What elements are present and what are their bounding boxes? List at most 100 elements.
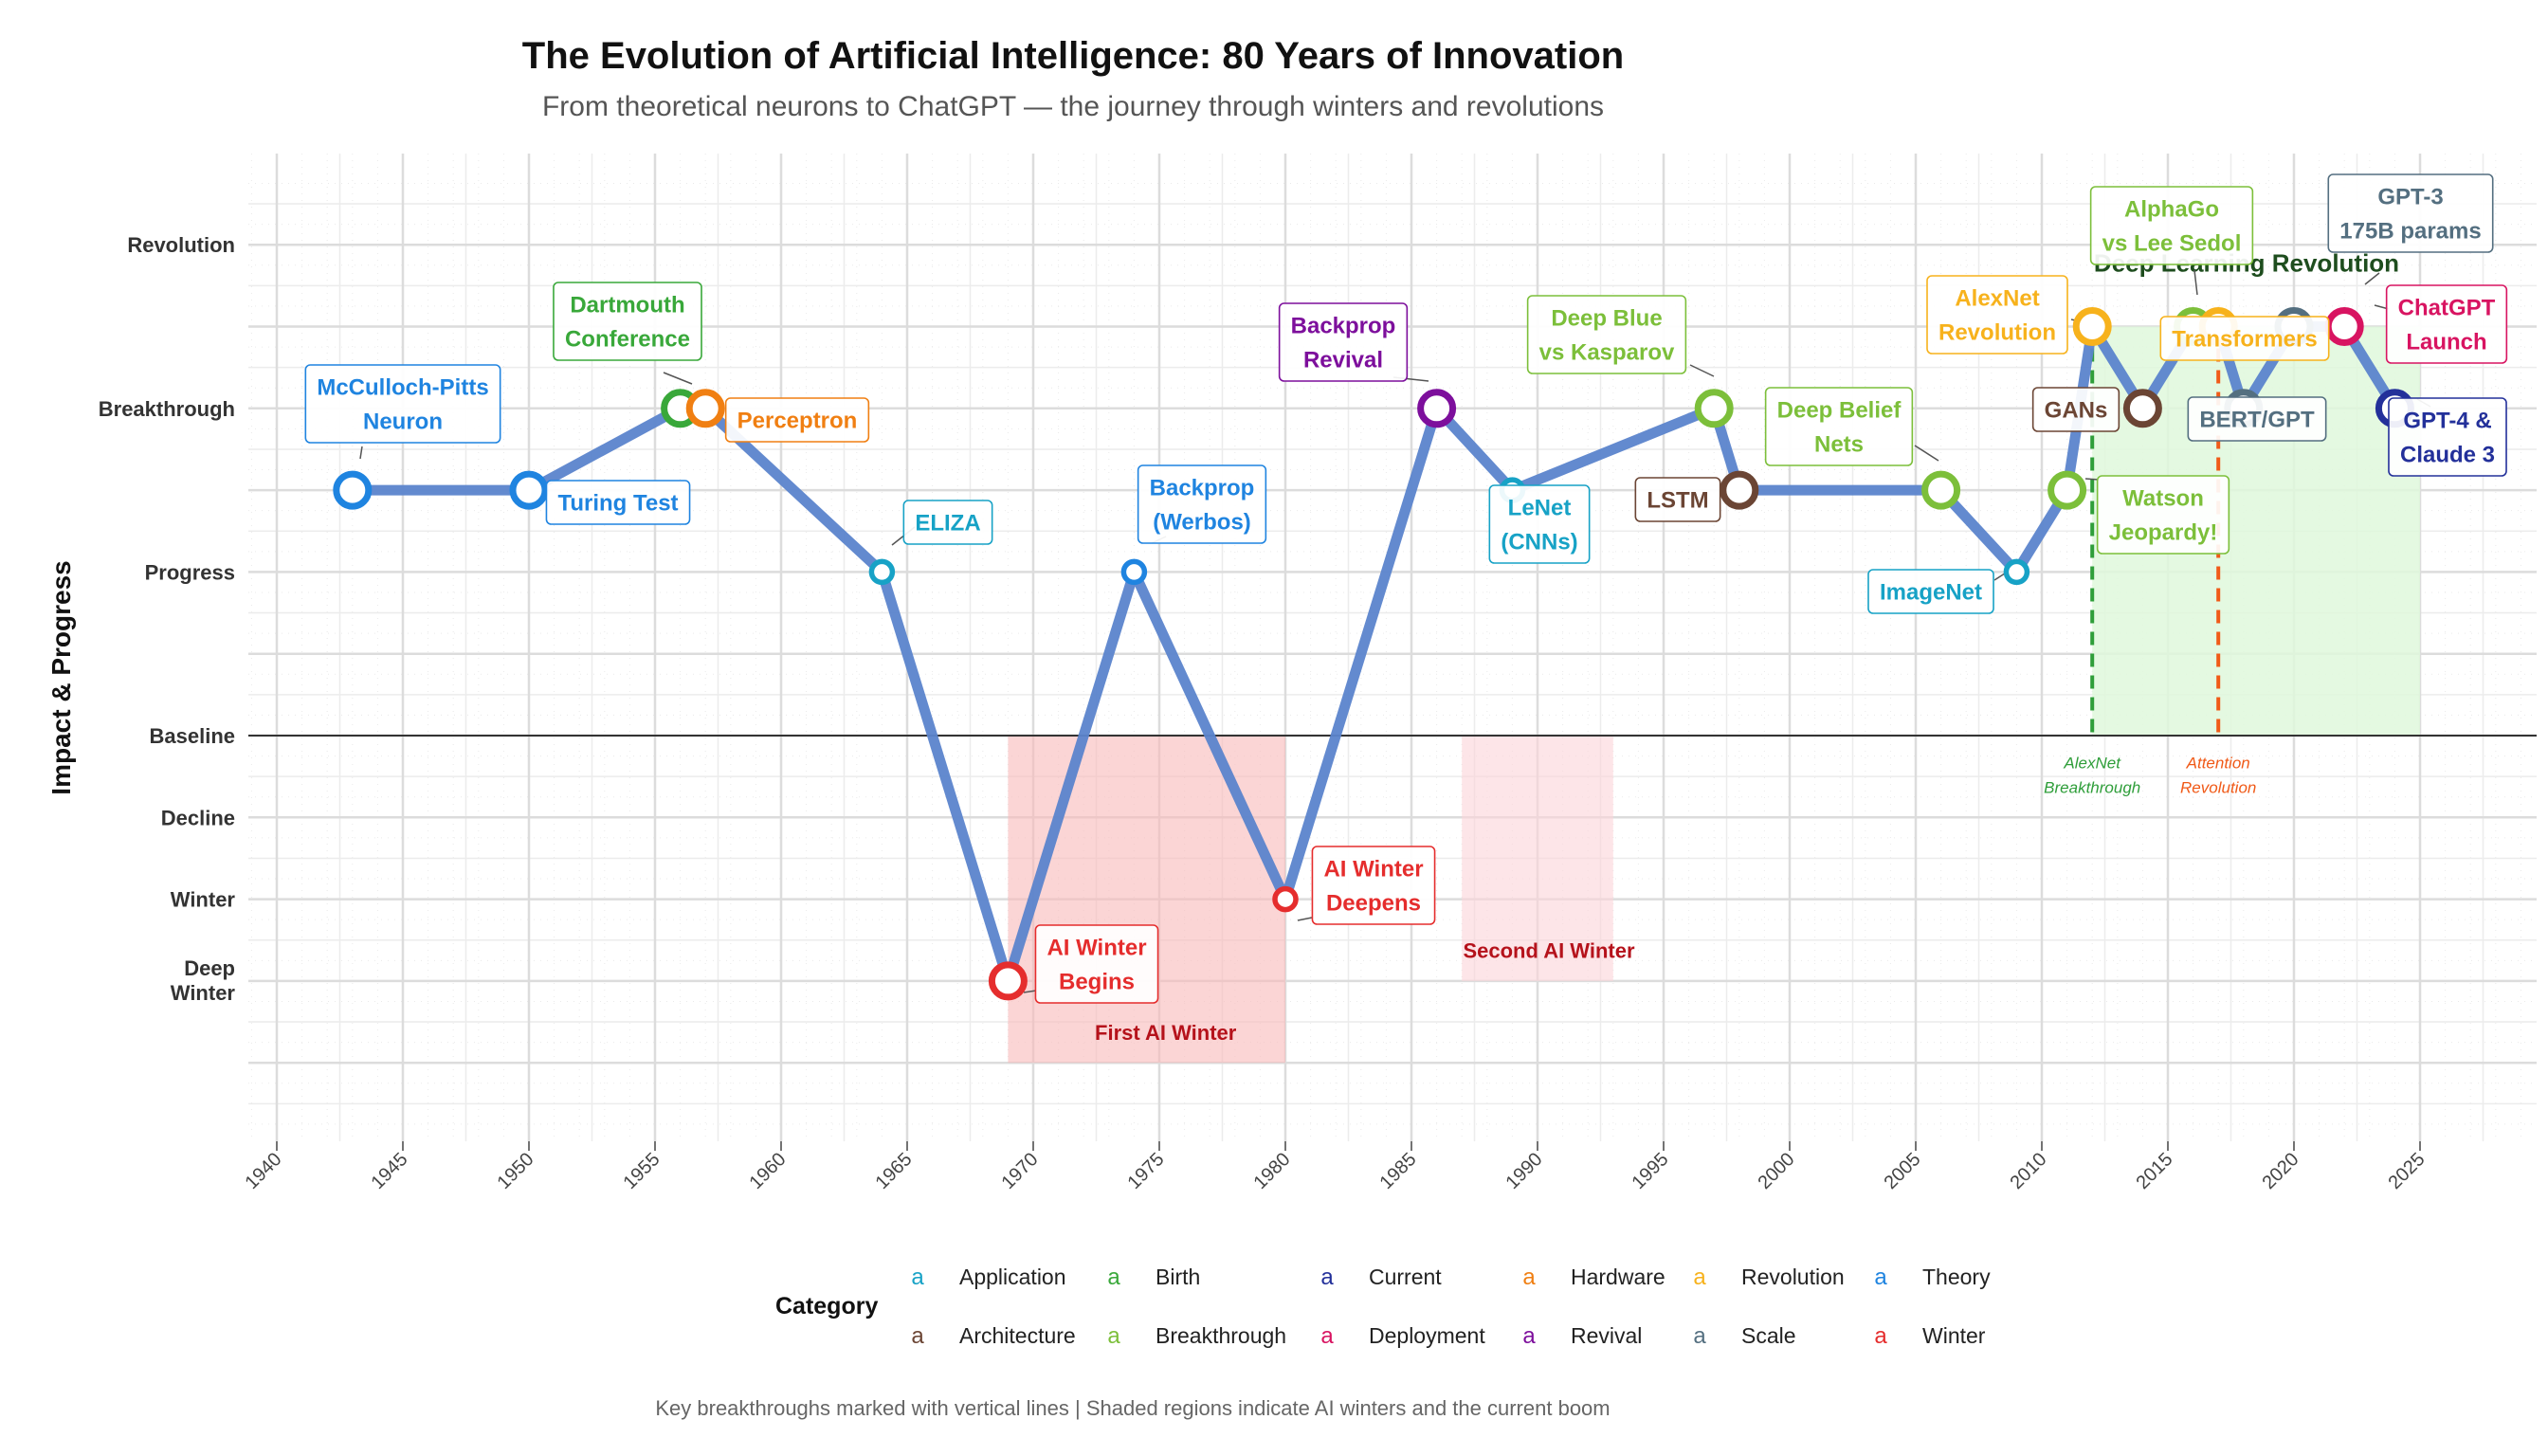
- legend-label: Scale: [1741, 1323, 1796, 1348]
- x-tick-1945: 1945: [368, 1149, 412, 1193]
- point-backprop-werbos: [1120, 558, 1148, 586]
- x-tick-1940: 1940: [242, 1149, 286, 1193]
- x-tick-1950: 1950: [494, 1149, 538, 1193]
- y-tick-progress: Progress: [145, 560, 235, 584]
- label-box: [553, 282, 702, 361]
- legend-key: a: [1320, 1323, 1334, 1349]
- label-box: [2187, 396, 2327, 442]
- label-box: [1526, 295, 1687, 374]
- label-text: McCulloch-Pitts Neuron: [317, 375, 488, 435]
- vline-label-attention-revolution: Attention Revolution: [2180, 755, 2256, 797]
- legend-label: Architecture: [959, 1323, 1076, 1348]
- connector-ai-winter-deepens: [1297, 917, 1313, 921]
- label-text: AI Winter Begins: [1046, 936, 1146, 995]
- region-label-second-ai-winter: Second AI Winter: [1463, 939, 1635, 963]
- point-chatgpt-launch: [2324, 307, 2364, 346]
- point-turing-test: [509, 470, 549, 510]
- label-box: [724, 397, 870, 443]
- label-ai-winter-begins: AI Winter Begins: [1034, 924, 1159, 1004]
- legend-label: Breakthrough: [1156, 1323, 1286, 1348]
- legend-key: a: [1693, 1265, 1706, 1290]
- legend-item-deployment: a Deployment: [1320, 1323, 1485, 1349]
- connector-deep-blue-vs-kasparov: [1689, 364, 1715, 377]
- label-box: [304, 364, 501, 444]
- legend-key: a: [1320, 1265, 1334, 1290]
- y-tick-winter: Winter: [171, 888, 236, 912]
- label-text: GPT-4 & Claude 3: [2400, 409, 2495, 468]
- label-text: AlphaGo vs Lee Sedol: [2102, 197, 2242, 257]
- label-box: [1034, 924, 1159, 1004]
- label-ai-winter-deepens: AI Winter Deepens: [1311, 846, 1436, 925]
- point-deep-blue-vs-kasparov: [1694, 389, 1734, 428]
- label-text: Transformers: [2172, 327, 2317, 353]
- label-text: Deep Blue vs Kasparov: [1539, 306, 1675, 366]
- connector-deep-belief-nets: [1914, 445, 1939, 462]
- legend-key: a: [1693, 1323, 1706, 1349]
- label-box: [2031, 387, 2120, 432]
- point-lstm: [1720, 470, 1759, 510]
- legend-item-birth: a Birth: [1107, 1265, 1200, 1290]
- label-imagenet: ImageNet: [1867, 569, 1994, 614]
- legend-label: Revolution: [1741, 1265, 1845, 1289]
- x-tick-2015: 2015: [2133, 1149, 2177, 1193]
- point-mcculloch-pitts-neuron: [333, 470, 373, 510]
- label-box: [1764, 387, 1914, 466]
- label-text: LSTM: [1647, 488, 1708, 514]
- label-alexnet-revolution: AlexNet Revolution: [1926, 275, 2068, 355]
- label-box: [1488, 484, 1591, 564]
- y-tick-breakthrough: Breakthrough: [99, 397, 235, 421]
- legend-label: Birth: [1156, 1265, 1200, 1289]
- x-tick-2020: 2020: [2259, 1149, 2303, 1193]
- label-box: [1137, 464, 1267, 544]
- label-box: [902, 500, 993, 545]
- connector-alphago-vs-lee-sedol: [2193, 269, 2198, 296]
- legend-key: a: [1107, 1265, 1120, 1290]
- label-box: [1311, 846, 1436, 925]
- legend-item-architecture: a Architecture: [911, 1323, 1075, 1349]
- label-box: [2388, 397, 2507, 477]
- region-second-ai-winter: [1462, 736, 1613, 981]
- label-text: Turing Test: [557, 491, 678, 517]
- label-text: Deep Belief Nets: [1777, 398, 1902, 458]
- legend-key: a: [1107, 1323, 1120, 1349]
- legend-key: a: [1522, 1323, 1536, 1349]
- label-dartmouth-conference: Dartmouth Conference: [553, 282, 702, 361]
- label-connectors: [359, 269, 2431, 993]
- label-gans: GANs: [2031, 387, 2120, 432]
- point-gans: [2122, 389, 2162, 428]
- x-tick-2010: 2010: [2007, 1149, 2051, 1193]
- label-backprop-werbos: Backprop (Werbos): [1137, 464, 1267, 544]
- label-gpt-3-175b-params: GPT-3 175B params: [2327, 173, 2494, 253]
- x-tick-2005: 2005: [1881, 1149, 1925, 1193]
- connector-gpt-3-175b-params: [2364, 272, 2380, 285]
- connector-watson-jeopardy: [2084, 478, 2100, 481]
- legend-key: a: [911, 1265, 924, 1290]
- label-lstm: LSTM: [1634, 477, 1721, 522]
- label-box: [1867, 569, 1994, 614]
- label-box: [2096, 475, 2230, 555]
- x-tick-1955: 1955: [620, 1149, 664, 1193]
- connector-ai-winter-begins: [1023, 990, 1037, 993]
- label-alphago-vs-lee-sedol: AlphaGo vs Lee Sedol: [2089, 186, 2254, 265]
- legend-item-scale: a Scale: [1693, 1323, 1795, 1349]
- y-tick-baseline: Baseline: [150, 724, 236, 748]
- connector-mcculloch-pitts-neuron: [359, 446, 363, 460]
- legend-item-revival: a Revival: [1522, 1323, 1642, 1349]
- y-tick-revolution: Revolution: [127, 233, 235, 257]
- label-box: [1278, 302, 1409, 382]
- label-text: Backprop Revival: [1291, 314, 1396, 373]
- legend-label: Application: [959, 1265, 1066, 1289]
- chart-subtitle: From theoretical neurons to ChatGPT — th…: [542, 91, 1604, 122]
- label-lenet-cnns: LeNet (CNNs): [1488, 484, 1591, 564]
- legend-key: a: [1874, 1323, 1887, 1349]
- point-alexnet-revolution: [2072, 307, 2112, 346]
- legend-label: Deployment: [1369, 1323, 1485, 1348]
- label-box: [2385, 284, 2508, 364]
- label-text: AI Winter Deepens: [1323, 857, 1423, 917]
- label-perceptron: Perceptron: [724, 397, 870, 443]
- label-text: Dartmouth Conference: [565, 293, 690, 353]
- legend-key: a: [1874, 1265, 1887, 1290]
- label-text: GANs: [2045, 398, 2108, 424]
- label-box: [2089, 186, 2254, 265]
- legend-title: Category: [775, 1293, 878, 1320]
